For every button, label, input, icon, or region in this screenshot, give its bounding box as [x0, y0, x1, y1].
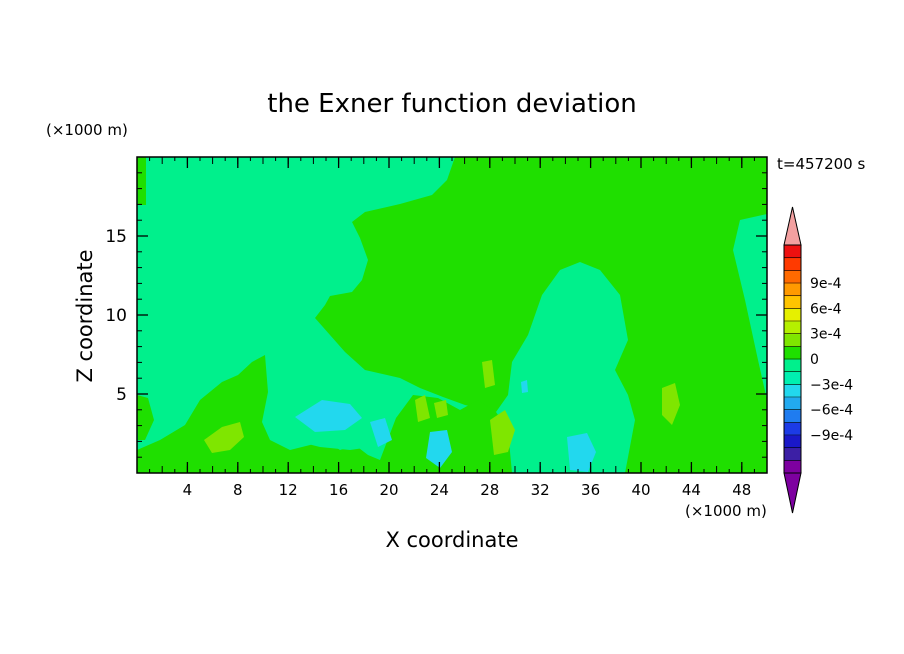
x-tick-label: 40: [631, 481, 650, 499]
colorbar-swatch: [784, 397, 801, 411]
contour-field: [137, 157, 767, 473]
x-tick-label: 28: [480, 481, 499, 499]
contour-blob-4: [567, 433, 596, 472]
contour-blob-3: [426, 430, 452, 468]
colorbar-swatch: [784, 359, 801, 373]
colorbar-tick-label: 0: [810, 352, 819, 368]
colorbar-swatch: [784, 409, 801, 423]
contour-blob-10: [662, 383, 680, 425]
x-axis-label: X coordinate: [385, 528, 518, 552]
colorbar-over-triangle: [783, 206, 802, 246]
colorbar-swatch: [784, 245, 801, 259]
contour-left-edge-lower: [137, 395, 154, 440]
x-unit-label: (×1000 m): [685, 502, 767, 520]
contour-secondary-bubble: [540, 332, 582, 422]
colorbar-tick-label: 3e-4: [810, 327, 842, 343]
y-tick-label: 5: [116, 385, 127, 405]
y-tick-label: 15: [105, 227, 127, 247]
x-tick-label: 16: [329, 481, 348, 499]
colorbar-swatch: [784, 422, 801, 436]
colorbar-tick-label: −6e-4: [810, 403, 853, 419]
x-tick-label: 36: [581, 481, 600, 499]
contour-blob-6: [415, 395, 430, 422]
colorbar-tick-label: 6e-4: [810, 301, 842, 317]
colorbar: 9e-4 6e-4 3e-4 0 −3e-4 −6e-4 −9e-4: [783, 206, 853, 514]
colorbar-tick-label: −9e-4: [810, 428, 853, 444]
colorbar-swatch: [784, 257, 801, 271]
x-tick-label: 8: [233, 481, 243, 499]
colorbar-tick-label: 9e-4: [810, 276, 842, 292]
colorbar-swatch: [784, 333, 801, 347]
colorbar-swatch: [784, 435, 801, 449]
x-tick-label: 12: [279, 481, 298, 499]
x-tick-label: 48: [732, 481, 751, 499]
chart-title: the Exner function deviation: [267, 89, 637, 119]
colorbar-swatch: [784, 371, 801, 385]
x-tick-label: 32: [531, 481, 550, 499]
contour-blob-8: [482, 360, 495, 388]
colorbar-swatch: [784, 308, 801, 322]
contour-blob-2: [370, 418, 392, 447]
colorbar-under-triangle: [783, 472, 802, 514]
colorbar-swatch: [784, 460, 801, 474]
contour-left-edge-strip: [137, 157, 146, 205]
contour-blob-5: [204, 422, 244, 453]
y-unit-label: (×1000 m): [46, 121, 128, 139]
contour-zero-region-upper: [315, 157, 767, 473]
y-axis-label: Z coordinate: [73, 249, 97, 382]
colorbar-swatch: [784, 447, 801, 461]
colorbar-swatch: [784, 346, 801, 360]
colorbar-swatch: [784, 283, 801, 297]
contour-blob-1: [295, 400, 362, 432]
x-tick-label: 44: [682, 481, 701, 499]
colorbar-tick-label: −3e-4: [810, 377, 853, 393]
y-tick-label: 10: [105, 306, 127, 326]
x-ticks: 4 8 12 16 20 24 28 32 36 40 44 48: [149, 157, 755, 499]
contour-blob-9: [490, 410, 515, 455]
time-label: t=457200 s: [777, 155, 865, 173]
colorbar-swatch: [784, 295, 801, 309]
y-ticks: 5 10 15: [105, 172, 767, 458]
colorbar-swatch: [784, 384, 801, 398]
x-tick-label: 4: [183, 481, 193, 499]
colorbar-swatch: [784, 270, 801, 284]
contour-blob-7: [434, 400, 448, 418]
colorbar-swatch: [784, 321, 801, 335]
x-tick-label: 24: [430, 481, 449, 499]
x-tick-label: 20: [379, 481, 398, 499]
contour-blob-11: [521, 380, 528, 393]
